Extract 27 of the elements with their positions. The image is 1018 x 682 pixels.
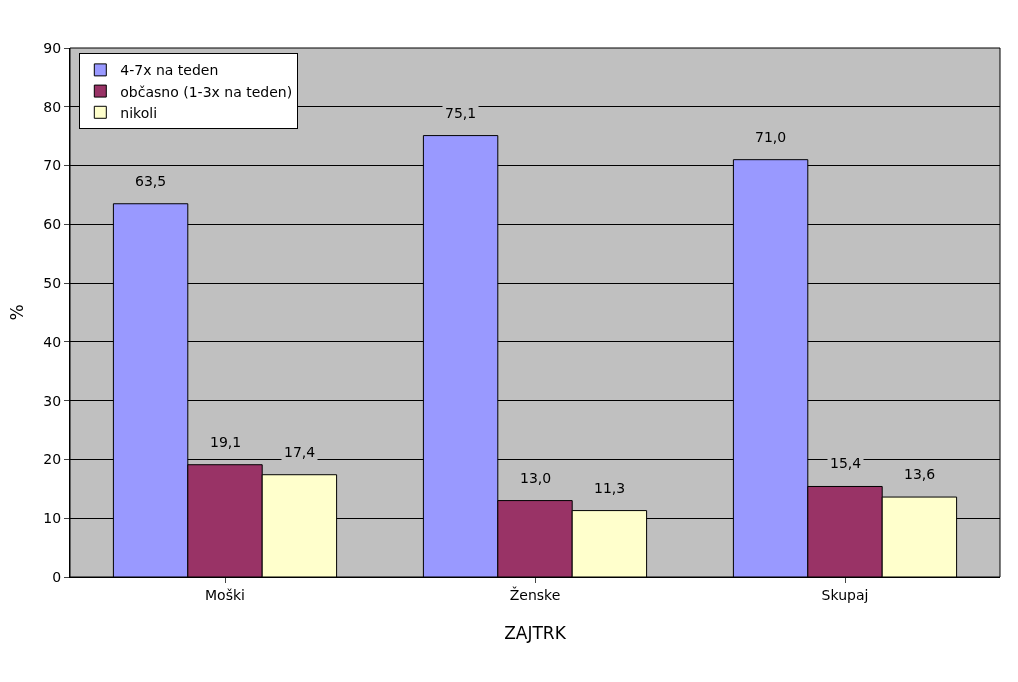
y-tick-label: 70 bbox=[43, 157, 62, 174]
y-tick-label: 20 bbox=[43, 451, 62, 468]
data-label: 13,6 bbox=[904, 466, 936, 482]
y-tick-label: 50 bbox=[43, 275, 62, 292]
legend-label: občasno (1-3x na teden) bbox=[120, 83, 293, 100]
x-tick-label: Moški bbox=[205, 586, 245, 603]
data-label: 17,4 bbox=[284, 444, 316, 460]
x-tick-label: Skupaj bbox=[821, 586, 869, 603]
y-tick-label: 0 bbox=[52, 568, 62, 585]
data-label: 11,3 bbox=[594, 480, 626, 496]
y-tick-label: 10 bbox=[43, 510, 62, 527]
data-label: 71,0 bbox=[755, 129, 787, 145]
data-label: 13,0 bbox=[520, 470, 552, 486]
data-label: 75,1 bbox=[445, 105, 477, 121]
data-label: 15,4 bbox=[830, 455, 862, 471]
y-tick-label: 90 bbox=[43, 39, 62, 56]
y-tick-label: 80 bbox=[43, 98, 62, 115]
data-label: 19,1 bbox=[210, 434, 242, 450]
y-tick-label: 60 bbox=[43, 216, 62, 233]
legend-label: nikoli bbox=[120, 104, 158, 121]
y-axis-title: % bbox=[6, 304, 27, 321]
y-tick-label: 30 bbox=[43, 392, 62, 409]
x-axis-title: ZAJTRK bbox=[504, 623, 567, 644]
legend-label: 4-7x na teden bbox=[120, 62, 219, 79]
x-tick-label: Ženske bbox=[509, 585, 561, 603]
y-tick-label: 40 bbox=[43, 333, 62, 350]
data-label: 63,5 bbox=[135, 173, 167, 189]
